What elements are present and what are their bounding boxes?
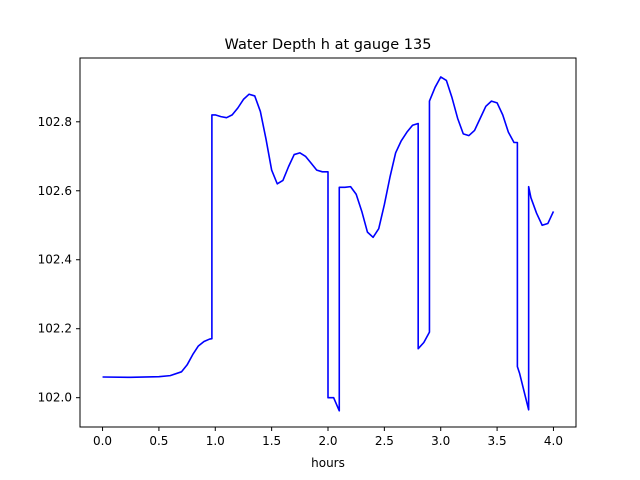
x-tick-label: 3.0 [431, 434, 450, 448]
x-tick-label: 2.5 [375, 434, 394, 448]
series-line [102, 76, 555, 412]
y-tick-label: 102.4 [38, 253, 72, 267]
x-tick-label: 0.5 [149, 434, 168, 448]
x-tick-label: 2.0 [318, 434, 337, 448]
y-tick-label: 102.0 [38, 391, 72, 405]
x-tick-label: 1.5 [262, 434, 281, 448]
y-axis-ticks: 102.0 102.2 102.4 102.6 102.8 [38, 115, 80, 405]
chart-title: Water Depth h at gauge 135 [225, 37, 432, 53]
y-tick-label: 102.6 [38, 184, 72, 198]
y-tick-label: 102.8 [38, 115, 72, 129]
x-tick-label: 1.0 [206, 434, 225, 448]
x-axis-ticks: 0.0 0.5 1.0 1.5 2.0 2.5 3.0 3.5 4.0 [93, 427, 563, 448]
y-tick-label: 102.2 [38, 322, 72, 336]
x-axis-label: hours [311, 456, 345, 470]
x-tick-label: 4.0 [544, 434, 563, 448]
x-tick-label: 0.0 [93, 434, 112, 448]
x-tick-label: 3.5 [488, 434, 507, 448]
plot-frame [79, 57, 577, 428]
